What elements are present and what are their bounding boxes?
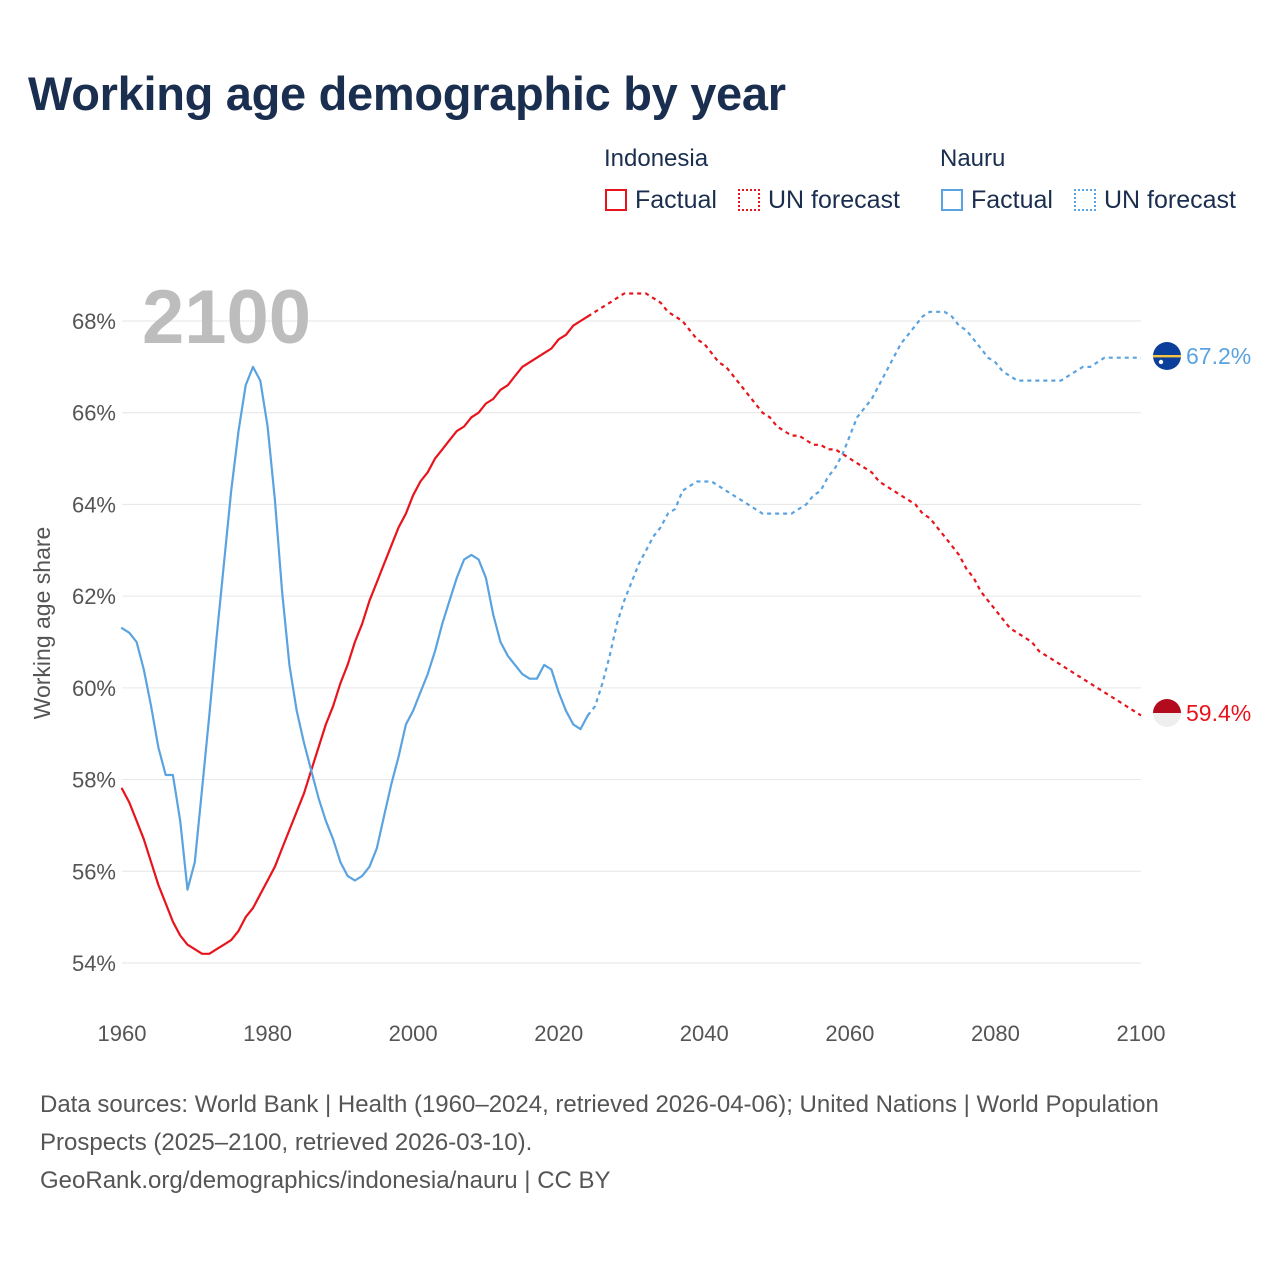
y-tick-label: 54%: [72, 951, 116, 976]
legend-label: Factual: [971, 185, 1053, 214]
nauru-flag-icon: [1153, 342, 1181, 370]
x-tick-label: 2020: [534, 1021, 583, 1046]
legend-swatch-solid-icon: [605, 189, 627, 211]
year-watermark: 2100: [142, 275, 311, 360]
series-lines: [120, 292, 1142, 955]
legend-label: UN forecast: [768, 185, 900, 214]
y-tick-label: 58%: [72, 768, 116, 793]
legend-nauru-factual[interactable]: Factual: [941, 186, 1053, 214]
x-tick-label: 1980: [243, 1021, 292, 1046]
y-tick-label: 68%: [72, 309, 116, 334]
series-line-indonesia-factual: [120, 315, 589, 955]
x-tick-label: 2100: [1117, 1021, 1166, 1046]
source-line-2: GeoRank.org/demographics/indonesia/nauru…: [40, 1167, 611, 1194]
legend-label: Factual: [635, 185, 717, 214]
end-label-indonesia: 59.4%: [1186, 700, 1251, 726]
y-tick-label: 60%: [72, 676, 116, 701]
indonesia-flag-icon: [1153, 699, 1181, 727]
y-tick-label: 66%: [72, 401, 116, 426]
x-axis-ticks: 1960 1980 2000 2020 2040 2060 2080 2100: [98, 1021, 1166, 1046]
source-note: Data sources: World Bank | Health (1960–…: [40, 1086, 1240, 1200]
legend-group-indonesia: Indonesia: [604, 145, 709, 172]
series-line-indonesia-forecast: [587, 292, 1142, 717]
series-line-nauru-factual: [120, 365, 589, 891]
x-tick-label: 2080: [971, 1021, 1020, 1046]
legend-nauru-forecast[interactable]: UN forecast: [1074, 186, 1236, 214]
series-line-nauru-forecast: [586, 310, 1141, 717]
legend-swatch-dotted-icon: [1074, 189, 1096, 211]
y-tick-label: 62%: [72, 584, 116, 609]
legend-indonesia-forecast[interactable]: UN forecast: [738, 186, 900, 214]
y-axis-title: Working age share: [29, 527, 55, 720]
x-tick-label: 2000: [389, 1021, 438, 1046]
legend-swatch-solid-icon: [941, 189, 963, 211]
x-tick-label: 2060: [825, 1021, 874, 1046]
end-label-nauru: 67.2%: [1186, 343, 1251, 369]
x-tick-label: 2040: [680, 1021, 729, 1046]
source-line-1: Data sources: World Bank | Health (1960–…: [40, 1091, 1159, 1156]
legend-indonesia-factual[interactable]: Factual: [605, 186, 717, 214]
grid-lines: [122, 320, 1141, 964]
y-tick-label: 56%: [72, 859, 116, 884]
legend-label: UN forecast: [1104, 185, 1236, 214]
chart-title: Working age demographic by year: [28, 67, 786, 120]
x-tick-label: 1960: [98, 1021, 147, 1046]
y-axis-ticks: 54% 56% 58% 60% 62% 64% 66% 68%: [72, 309, 116, 976]
legend-group-nauru: Nauru: [940, 145, 1006, 172]
line-chart: 54% 56% 58% 60% 62% 64% 66% 68% 1960 1980 2000 202…: [29, 275, 1251, 1046]
y-tick-label: 64%: [72, 492, 116, 517]
legend-swatch-dotted-icon: [738, 189, 760, 211]
